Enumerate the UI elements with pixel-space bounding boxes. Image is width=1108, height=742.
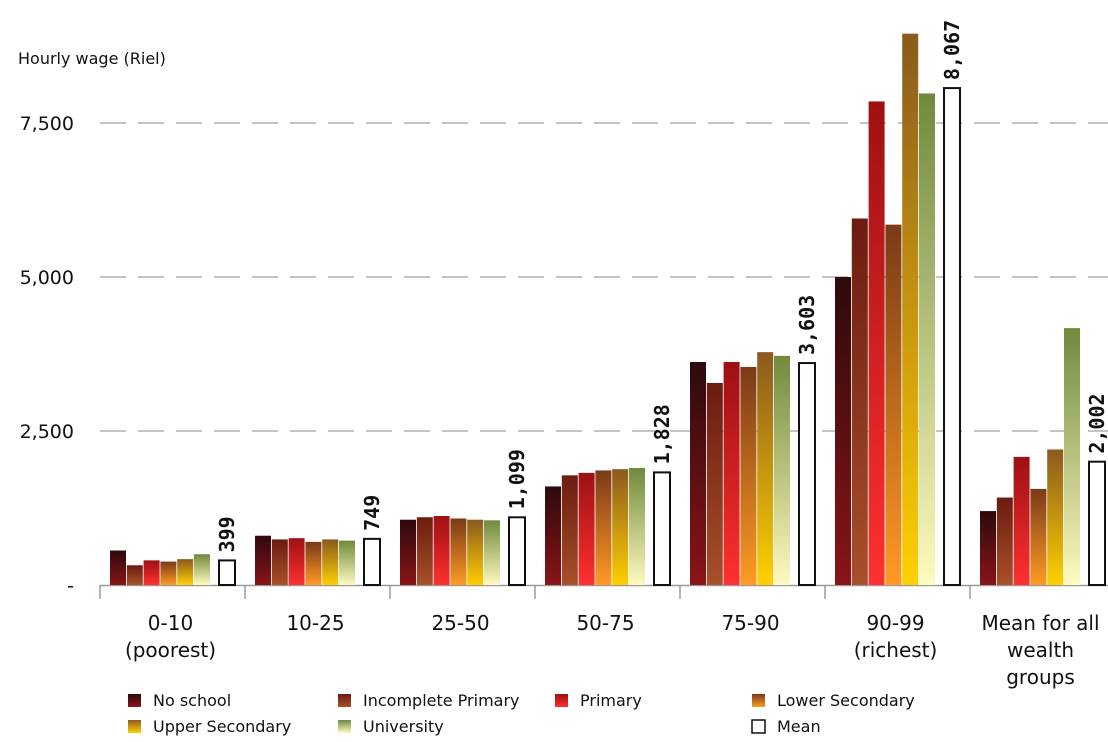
legend-swatch: [128, 720, 141, 733]
bar-no-school: [110, 550, 126, 585]
axes: [99, 584, 1108, 599]
legend-label: University: [363, 717, 444, 736]
legend-swatch: [555, 694, 568, 707]
legend-label: No school: [153, 691, 231, 710]
legend-label: Upper Secondary: [153, 717, 291, 736]
bar-primary: [143, 560, 160, 585]
bar-lower-secondary: [595, 470, 612, 585]
bar-incomplete-primary: [416, 517, 433, 585]
mean-value-label: 3,603: [795, 295, 819, 355]
bar-university: [774, 355, 790, 585]
bar-university: [484, 520, 500, 585]
bar-no-school: [255, 535, 271, 585]
bar-no-school: [690, 362, 706, 585]
legend-label: Primary: [580, 691, 642, 710]
mean-value-label: 1,099: [505, 449, 529, 509]
x-category-label: groups: [1006, 665, 1075, 689]
bar-lower-secondary: [305, 541, 322, 585]
x-category-label: (poorest): [125, 638, 216, 662]
bar-mean: [508, 516, 526, 586]
mean-value-label: 1,828: [650, 404, 674, 464]
bar-no-school: [400, 519, 416, 585]
mean-value-label: 399: [215, 516, 239, 552]
x-category-label: 0-10: [148, 611, 193, 635]
legend-swatch: [128, 694, 141, 707]
bar-lower-secondary: [740, 366, 757, 585]
x-category-label: 75-90: [721, 611, 779, 635]
bar-university: [629, 467, 645, 585]
bar-upper-secondary: [1047, 449, 1064, 585]
bar-upper-secondary: [467, 519, 484, 585]
gridlines: [100, 122, 1108, 432]
bar-university: [1064, 328, 1080, 585]
y-tick-label: -: [67, 575, 74, 597]
bar-mean: [653, 471, 671, 586]
bar-primary: [578, 472, 595, 585]
bar-upper-secondary: [757, 352, 774, 585]
mean-value-label: 2,002: [1085, 393, 1108, 453]
bar-mean: [1088, 460, 1106, 586]
bar-lower-secondary: [885, 224, 902, 585]
bar-upper-secondary: [322, 539, 339, 585]
legend-label: Incomplete Primary: [363, 691, 520, 710]
bar-incomplete-primary: [271, 539, 288, 585]
bar-university: [194, 554, 210, 585]
bar-lower-secondary: [1030, 488, 1047, 585]
bar-primary: [723, 362, 740, 585]
x-category-label: wealth: [1007, 638, 1074, 662]
legend-label: Mean: [777, 717, 821, 736]
bar-mean: [943, 87, 961, 586]
y-tick-label: 5,000: [20, 267, 74, 289]
x-category-label: 50-75: [576, 611, 634, 635]
legend-label: Lower Secondary: [777, 691, 915, 710]
bar-primary: [433, 516, 450, 585]
bar-incomplete-primary: [706, 382, 723, 585]
bar-no-school: [835, 277, 851, 585]
bar-mean: [798, 362, 816, 586]
x-category-label: (richest): [854, 638, 938, 662]
legend-swatch: [338, 694, 351, 707]
bar-mean: [218, 559, 236, 586]
bar-primary: [868, 101, 885, 585]
bar-no-school: [545, 486, 561, 585]
bar-mean: [363, 537, 381, 586]
bar-no-school: [980, 511, 996, 585]
x-category-label: 25-50: [431, 611, 489, 635]
labels: - 2,500 5,000 7,500 399 0-10 (poorest) 749 10-25…: [20, 20, 1108, 689]
bar-incomplete-primary: [851, 218, 868, 586]
bar-lower-secondary: [160, 561, 177, 585]
legend-swatch: [338, 720, 351, 733]
mean-value-label: 8,067: [940, 20, 964, 80]
bar-lower-secondary: [450, 518, 467, 585]
x-category-label: 10-25: [286, 611, 344, 635]
bar-primary: [1013, 456, 1030, 585]
legend: No school Incomplete Primary Primary Lower …: [128, 691, 915, 736]
x-category-label: Mean for all: [981, 611, 1099, 635]
legend-swatch: [752, 694, 765, 707]
x-category-label: 90-99: [866, 611, 924, 635]
bar-upper-secondary: [177, 559, 194, 585]
bar-upper-secondary: [902, 33, 919, 586]
bar-incomplete-primary: [561, 475, 578, 585]
y-axis-title: Hourly wage (Riel): [18, 49, 166, 68]
y-tick-label: 2,500: [20, 421, 74, 443]
mean-value-label: 749: [360, 495, 384, 531]
y-tick-label: 7,500: [20, 113, 74, 135]
bars: [110, 33, 1106, 586]
bar-incomplete-primary: [996, 497, 1013, 585]
bar-university: [339, 540, 355, 585]
legend-swatch: [751, 719, 766, 734]
bar-incomplete-primary: [126, 565, 143, 585]
bar-primary: [288, 538, 305, 585]
bar-upper-secondary: [612, 469, 629, 585]
bar-university: [919, 93, 935, 585]
